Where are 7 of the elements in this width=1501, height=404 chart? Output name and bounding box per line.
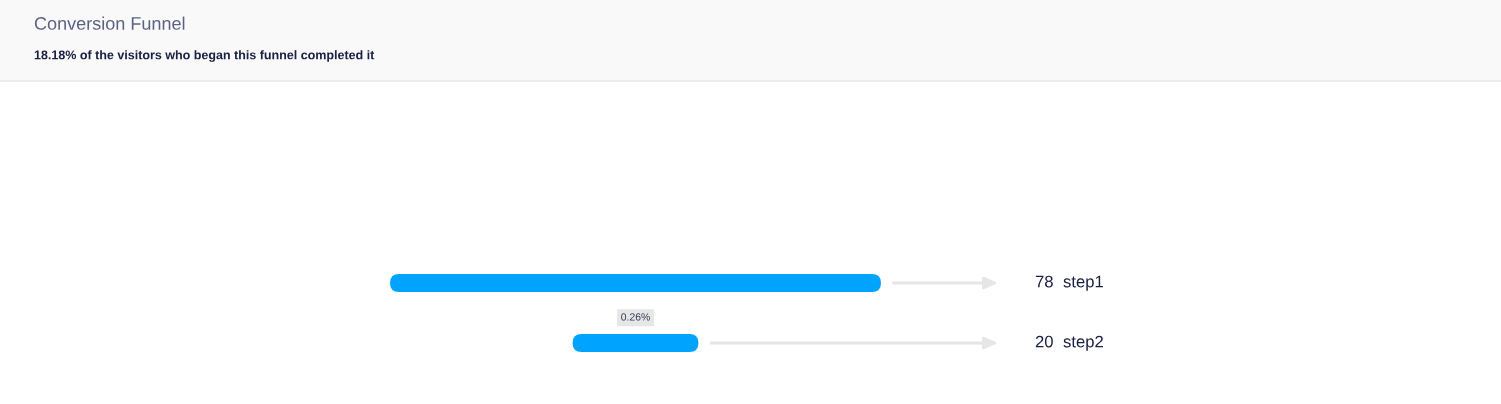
text: 0.26% — [621, 313, 650, 321]
data-label: 78 — [1035, 275, 1053, 288]
category-label: step1 — [1063, 275, 1103, 291]
data-label: 20 — [1035, 335, 1053, 348]
text: Conversion Funnel — [34, 16, 185, 30]
category-label: step2 — [1063, 335, 1103, 351]
text: 18.18% of the visitors who began this funnel completed it — [34, 50, 375, 62]
